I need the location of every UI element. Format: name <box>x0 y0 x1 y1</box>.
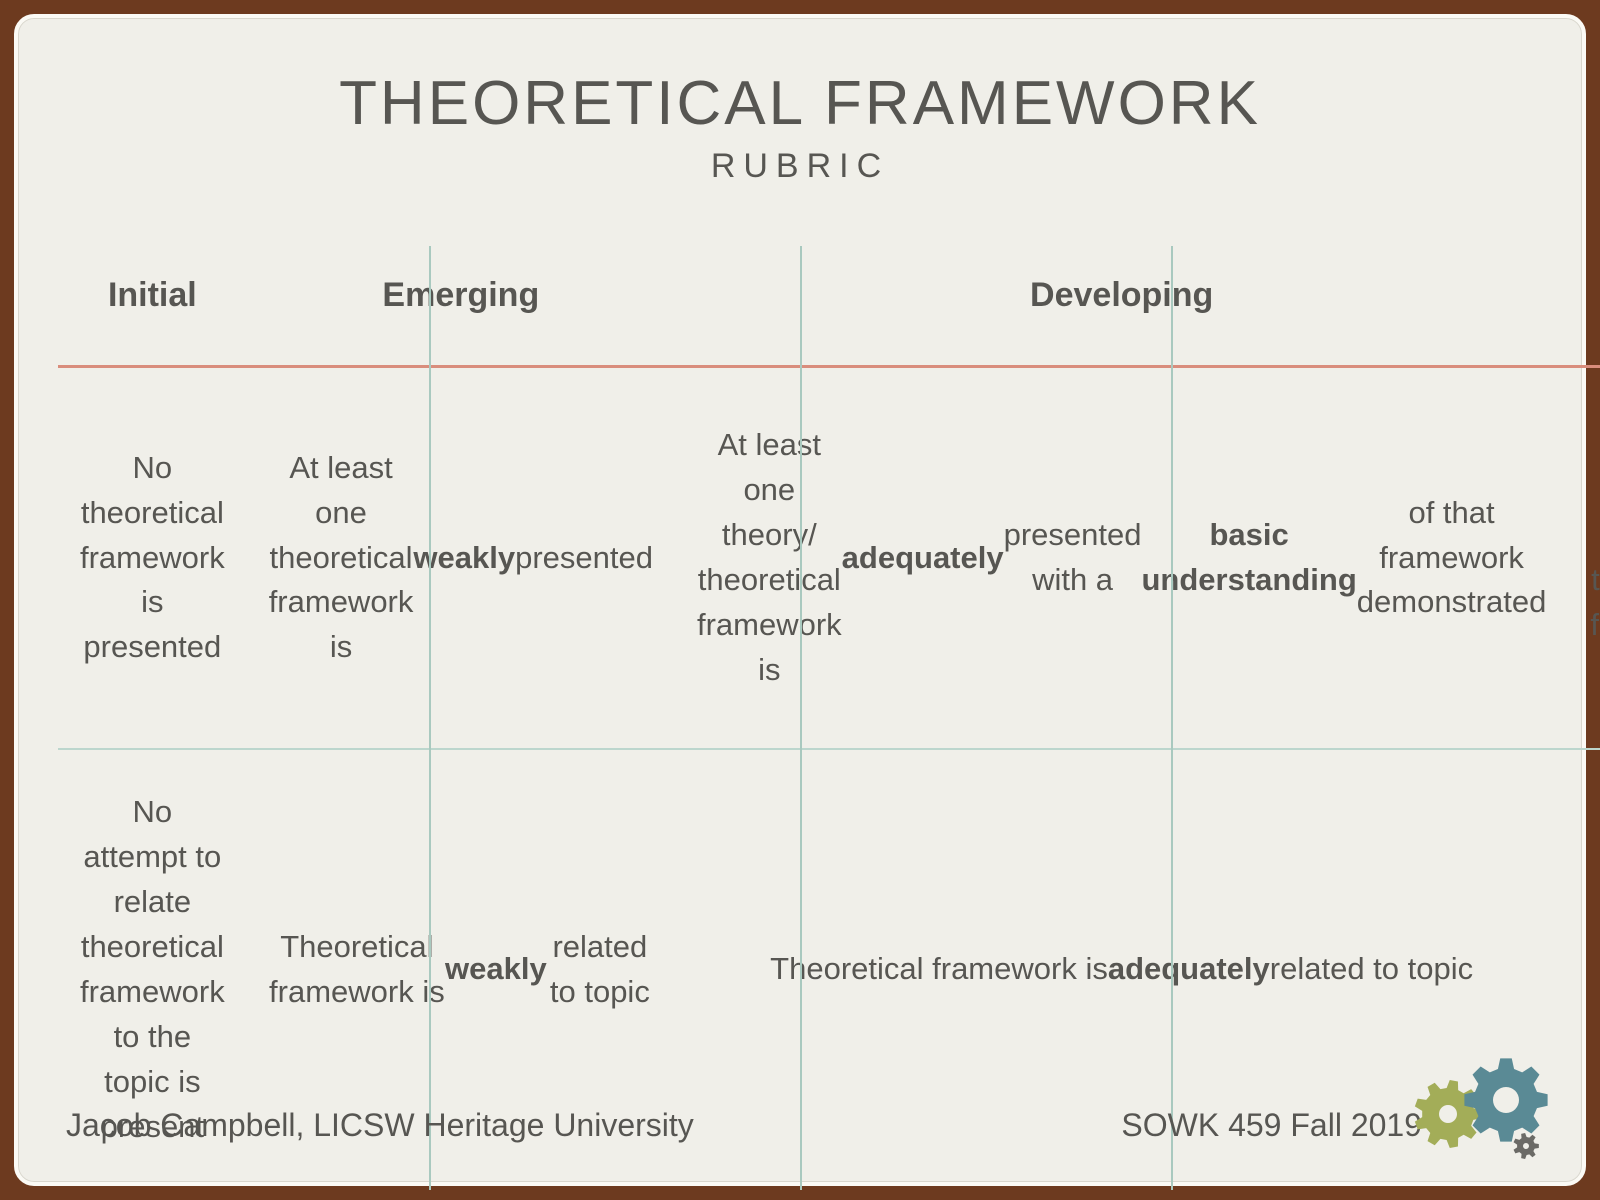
slide-frame: THEORETICAL FRAMEWORK RUBRIC Initial Eme… <box>0 0 1600 1200</box>
slide-footer: Jacob Campbell, LICSW Heritage Universit… <box>66 1107 1422 1144</box>
column-divider <box>1171 246 1173 1190</box>
slide-subtitle: RUBRIC <box>58 147 1542 186</box>
rubric-cell: At least one theory/ theoretical framewo… <box>1568 368 1600 748</box>
gear-back-icon <box>1415 1080 1482 1148</box>
rubric-cell: No theoretical framework is presented <box>58 368 247 748</box>
gears-icon <box>1408 1052 1558 1162</box>
slide-content: THEORETICAL FRAMEWORK RUBRIC Initial Eme… <box>14 14 1586 1186</box>
column-header: Initial <box>58 246 247 365</box>
rubric-cell: At least one theory/ theoretical framewo… <box>675 368 1568 748</box>
gear-front-icon <box>1464 1058 1547 1141</box>
slide-title: THEORETICAL FRAMEWORK <box>58 68 1542 139</box>
column-header: Developing <box>675 246 1568 365</box>
column-divider <box>800 246 802 1190</box>
gear-small-icon <box>1514 1133 1539 1159</box>
column-divider <box>429 246 431 1190</box>
rubric-cell: At least one theoretical framework is we… <box>247 368 675 748</box>
column-header: Highly Developed <box>1568 246 1600 365</box>
column-header: Emerging <box>247 246 675 365</box>
footer-course: SOWK 459 Fall 2019 <box>1121 1107 1422 1144</box>
footer-author: Jacob Campbell, LICSW Heritage Universit… <box>66 1107 694 1144</box>
rubric-cell: Theoretical framework is clearly related… <box>1568 750 1600 1190</box>
rubric-table: Initial Emerging Developing Highly Devel… <box>58 246 1542 1190</box>
